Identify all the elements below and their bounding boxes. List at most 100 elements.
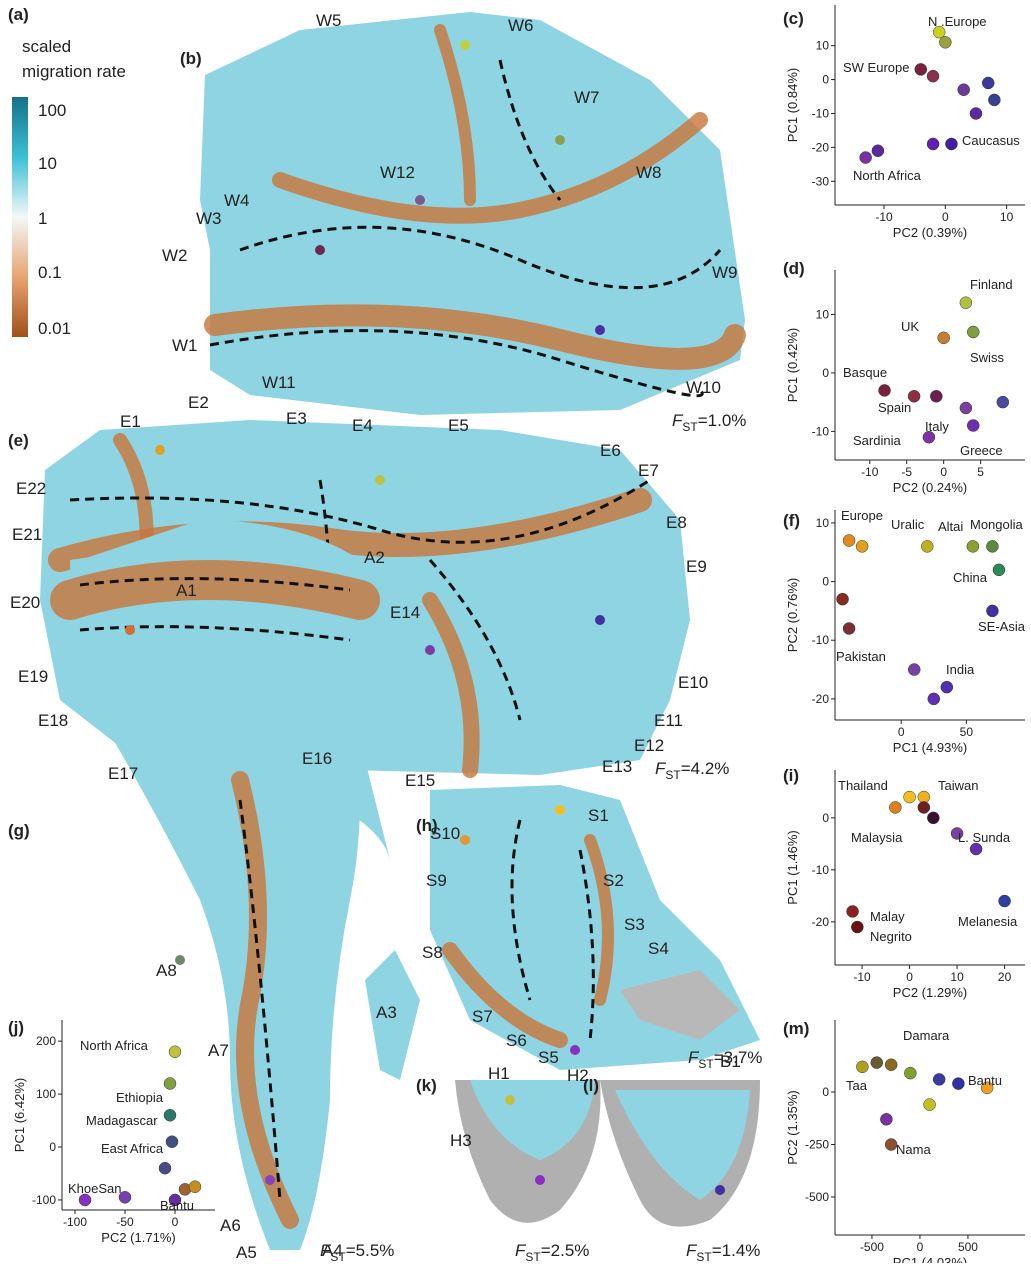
- region-label: E19: [18, 667, 48, 686]
- y-axis-label: PC2 (0.76%): [785, 578, 800, 652]
- region-label: S6: [506, 1031, 527, 1050]
- region-label: B1: [720, 1052, 741, 1071]
- group-label: Greece: [960, 443, 1003, 458]
- fst-subscript: ST: [665, 768, 681, 782]
- pca-point: [164, 1078, 176, 1090]
- region-label: E18: [38, 711, 68, 730]
- group-label: Uralic: [891, 517, 925, 532]
- y-tick-label: -10: [812, 863, 830, 877]
- region-label: W5: [316, 11, 342, 30]
- x-axis-label: PC1 (4.03%): [893, 1255, 967, 1263]
- x-tick-label: 0: [917, 1240, 924, 1254]
- group-label: East Africa: [101, 1141, 164, 1156]
- legend-tick: 0.01: [38, 319, 71, 338]
- region-label: W8: [636, 163, 662, 182]
- pca-point: [847, 905, 859, 917]
- legend-tick: 100: [38, 101, 66, 120]
- pca-point: [837, 593, 849, 605]
- fst-value: =4.2%: [681, 759, 730, 778]
- pca-point: [993, 564, 1005, 576]
- region-label: W7: [574, 88, 600, 107]
- y-axis-label: PC1 (0.84%): [785, 68, 800, 142]
- panel-label: (c): [783, 9, 804, 28]
- pca-point: [999, 895, 1011, 907]
- group-label: Melanesia: [958, 914, 1018, 929]
- x-tick-label: 20: [998, 970, 1012, 984]
- group-label: North Africa: [853, 168, 922, 183]
- color-bar: [12, 97, 28, 337]
- x-tick-label: -10: [875, 210, 893, 224]
- x-tick-label: -10: [861, 465, 879, 479]
- pca-point: [960, 297, 972, 309]
- pca-point: [933, 1073, 945, 1085]
- x-axis-label: PC2 (1.29%): [893, 985, 967, 1000]
- panel-label: (j): [8, 1018, 24, 1037]
- pca-point: [159, 1162, 171, 1174]
- region-label: E21: [12, 525, 42, 544]
- group-label: Pakistan: [836, 649, 886, 664]
- fst-value: =1.0%: [698, 411, 747, 430]
- region-label: W2: [162, 246, 188, 265]
- y-tick-label: -10: [812, 106, 830, 120]
- group-label: Taiwan: [938, 778, 978, 793]
- x-axis-label: PC1 (4.93%): [893, 740, 967, 755]
- group-label: Spain: [878, 400, 911, 415]
- fst-subscript: ST: [696, 1250, 712, 1263]
- pca-point: [856, 1061, 868, 1073]
- y-axis-label: PC1 (6.42%): [12, 1078, 27, 1152]
- legend-tick: 1: [38, 209, 47, 228]
- group-label: Finland: [970, 277, 1013, 292]
- panel-label: (k): [416, 1076, 437, 1095]
- group-label: Swiss: [970, 350, 1004, 365]
- x-tick-label: -100: [63, 1215, 87, 1229]
- map-southeast-asia: [430, 785, 760, 1070]
- pca-point: [889, 801, 901, 813]
- region-label: E13: [602, 757, 632, 776]
- x-tick-label: 0: [906, 970, 913, 984]
- y-tick-label: -250: [805, 1138, 829, 1152]
- region-label: E5: [448, 416, 469, 435]
- region-label: E12: [634, 736, 664, 755]
- pca-point: [871, 1057, 883, 1069]
- y-tick-label: -30: [812, 174, 830, 188]
- group-label: UK: [901, 319, 919, 334]
- region-label: E14: [390, 603, 420, 622]
- pca-point: [908, 664, 920, 676]
- pca-point: [930, 390, 942, 402]
- y-axis-label: PC1 (1.46%): [785, 830, 800, 904]
- y-tick-label: -20: [812, 915, 830, 929]
- panel-label: (m): [783, 1019, 809, 1038]
- pca-point: [952, 1078, 964, 1090]
- group-label: Bantu: [968, 1073, 1002, 1088]
- pca-point: [941, 681, 953, 693]
- pca-point: [927, 70, 939, 82]
- group-label: Thailand: [838, 778, 888, 793]
- group-label: Malay: [870, 909, 905, 924]
- group-label: Nama: [896, 1142, 931, 1157]
- pca-point: [860, 152, 872, 164]
- group-label: Damara: [903, 1028, 950, 1043]
- pca-point: [945, 138, 957, 150]
- region-label: A2: [364, 548, 385, 567]
- y-tick-label: 0: [822, 575, 829, 589]
- region-label: A5: [236, 1243, 257, 1262]
- region-label: S3: [624, 915, 645, 934]
- fst-value: =5.5%: [346, 1241, 395, 1260]
- y-axis-label: PC1 (0.42%): [785, 328, 800, 402]
- group-label: Negrito: [870, 929, 912, 944]
- fst-label: FST=2.5%: [515, 1241, 589, 1263]
- pca-point: [967, 540, 979, 552]
- group-label: L. Sunda: [958, 830, 1011, 845]
- x-tick-label: -500: [860, 1240, 884, 1254]
- region-label: E16: [302, 749, 332, 768]
- x-axis-label: PC2 (1.71%): [101, 1230, 175, 1245]
- y-tick-label: 0: [822, 1085, 829, 1099]
- pca-point: [988, 94, 1000, 106]
- region-label: S2: [603, 871, 624, 890]
- y-tick-label: -20: [812, 692, 830, 706]
- y-tick-label: 0: [822, 811, 829, 825]
- region-label: A3: [376, 1003, 397, 1022]
- fst-value: =2.5%: [541, 1241, 590, 1260]
- panel-label: (d): [783, 259, 805, 278]
- pca-point: [921, 540, 933, 552]
